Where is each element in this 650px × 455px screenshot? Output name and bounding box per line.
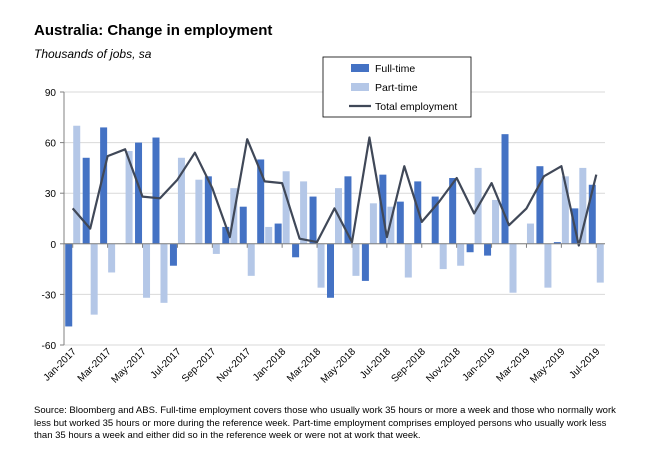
part-time-bar: [492, 199, 500, 244]
full-time-bar: [536, 166, 544, 244]
part-time-bar: [265, 226, 273, 244]
part-time-bar: [457, 243, 465, 266]
y-tick-label: -30: [42, 290, 57, 301]
part-time-bar: [300, 181, 308, 244]
part-time-bar: [369, 203, 377, 244]
x-tick-label: Jul-2018: [358, 346, 393, 381]
part-time-bar: [526, 223, 534, 244]
part-time-bar: [404, 243, 412, 278]
x-tick-label: Sep-2017: [180, 346, 219, 385]
part-time-bar: [317, 243, 325, 288]
x-tick-label: May-2017: [109, 346, 149, 386]
legend-label-total: Total employment: [375, 101, 457, 113]
total-line: [71, 136, 598, 247]
gridlines: [64, 91, 605, 346]
full-time-bar: [309, 196, 317, 244]
part-time-bar: [439, 243, 447, 270]
legend-swatch-full-time: [351, 64, 369, 72]
legend-swatch-part-time: [351, 83, 369, 91]
part-time-bar: [90, 243, 98, 315]
x-tick-label: Sep-2018: [389, 346, 428, 385]
part-time-bar: [160, 243, 168, 303]
part-time-bar: [73, 125, 81, 244]
part-time-bar: [579, 167, 587, 244]
bars: [65, 125, 604, 327]
x-tick-label: May-2019: [528, 346, 568, 386]
legend-label-full-time: Full-time: [375, 63, 415, 75]
full-time-bar: [152, 137, 160, 244]
y-axis-ticks: -60 -30 0 30 60 90: [42, 88, 64, 352]
chart-title: Australia: Change in employment: [34, 22, 273, 39]
part-time-bar: [125, 151, 133, 244]
full-time-bar: [292, 243, 300, 258]
y-tick-label: 90: [45, 88, 57, 99]
part-time-bar: [195, 179, 203, 244]
full-time-bar: [135, 142, 143, 244]
full-time-bar: [100, 127, 108, 244]
part-time-bar: [143, 243, 151, 298]
full-time-bar: [501, 134, 509, 244]
part-time-bar: [352, 243, 360, 276]
part-time-bar: [212, 243, 220, 254]
x-tick-label: Jan-2019: [460, 346, 498, 384]
full-time-bar: [239, 206, 247, 244]
full-time-bar: [204, 176, 212, 244]
y-tick-label: 0: [50, 240, 56, 251]
part-time-bar: [108, 243, 116, 273]
full-time-bar: [361, 243, 369, 281]
x-tick-label: Nov-2017: [215, 346, 254, 385]
x-tick-label: Mar-2018: [285, 346, 323, 384]
legend-box: [322, 56, 472, 118]
chart-subtitle: Thousands of jobs, sa: [34, 47, 152, 61]
full-time-bar: [431, 196, 439, 244]
full-time-bar: [588, 184, 596, 244]
part-time-bar: [247, 243, 255, 276]
full-time-bar: [484, 243, 492, 256]
x-tick-label: Mar-2017: [76, 346, 114, 384]
axes: [63, 92, 605, 345]
full-time-bar: [466, 243, 474, 253]
part-time-bar: [509, 243, 517, 293]
x-tick-label: May-2018: [319, 346, 359, 386]
full-time-bar: [396, 201, 404, 244]
x-tick-label: Mar-2019: [495, 346, 533, 384]
part-time-bar: [596, 243, 604, 283]
full-time-bar: [344, 176, 352, 244]
full-time-bar: [169, 243, 177, 266]
part-time-bar: [177, 157, 185, 244]
full-time-bar: [327, 243, 334, 298]
part-time-bar: [282, 171, 290, 244]
full-time-bar: [553, 242, 561, 244]
x-tick-label: Jul-2017: [149, 346, 184, 381]
x-tick-label: Jul-2019: [567, 346, 602, 381]
full-time-bar: [222, 226, 230, 244]
full-time-bar: [449, 178, 457, 244]
part-time-bar: [544, 243, 552, 288]
full-time-bar: [274, 223, 282, 244]
legend-label-part-time: Part-time: [375, 82, 418, 94]
full-time-bar: [82, 157, 90, 244]
total-employment-line: [71, 136, 598, 247]
source-note: Source: Bloomberg and ABS. Full-time emp…: [34, 405, 616, 441]
part-time-bar: [561, 176, 569, 244]
full-time-bar: [257, 159, 265, 244]
x-tick-label: Jan-2018: [251, 346, 289, 384]
y-tick-label: 60: [45, 139, 57, 150]
full-time-bar: [65, 243, 73, 327]
y-tick-label: -60: [42, 341, 57, 352]
legend: Full-time Part-time Total employment: [322, 56, 472, 118]
y-tick-label: 30: [45, 189, 57, 200]
x-tick-label: Nov-2018: [424, 346, 463, 385]
